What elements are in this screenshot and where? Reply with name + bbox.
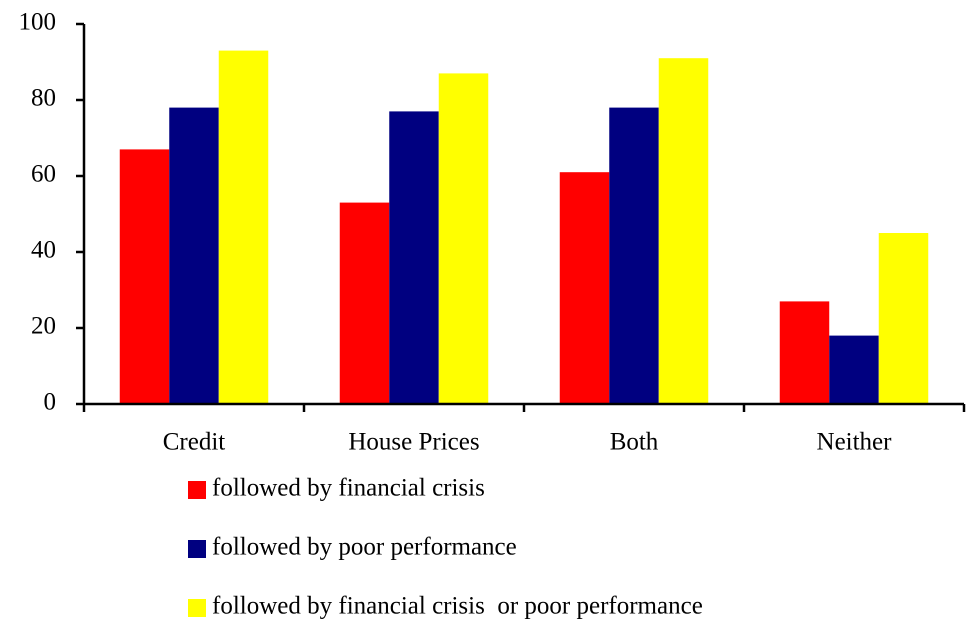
- legend-swatch: [188, 540, 206, 558]
- bar: [339, 202, 390, 404]
- y-tick-label: 80: [31, 85, 56, 112]
- bar: [169, 107, 219, 404]
- bar: [389, 111, 439, 405]
- legend-label: followed by poor performance: [212, 534, 517, 561]
- legend-label: followed by financial crisis: [212, 475, 485, 502]
- bar: [559, 172, 610, 404]
- bar: [438, 73, 489, 405]
- bar: [829, 335, 879, 404]
- legend-label: followed by financial crisis or poor per…: [212, 593, 703, 620]
- y-tick-label: 0: [44, 389, 57, 416]
- x-tick-label: Neither: [817, 429, 893, 456]
- bar: [779, 301, 830, 404]
- legend-swatch: [188, 599, 206, 617]
- y-tick-label: 60: [31, 161, 56, 188]
- x-tick-label: House Prices: [348, 429, 479, 456]
- x-tick-label: Both: [610, 429, 659, 456]
- y-tick-label: 20: [31, 313, 56, 340]
- legend-swatch: [188, 481, 206, 499]
- bar: [878, 233, 929, 404]
- y-tick-label: 40: [31, 237, 56, 264]
- x-tick-label: Credit: [163, 429, 226, 456]
- bar: [609, 107, 659, 404]
- y-tick-label: 100: [19, 9, 57, 36]
- bar: [658, 58, 709, 404]
- bar: [218, 50, 269, 404]
- bar: [119, 149, 170, 404]
